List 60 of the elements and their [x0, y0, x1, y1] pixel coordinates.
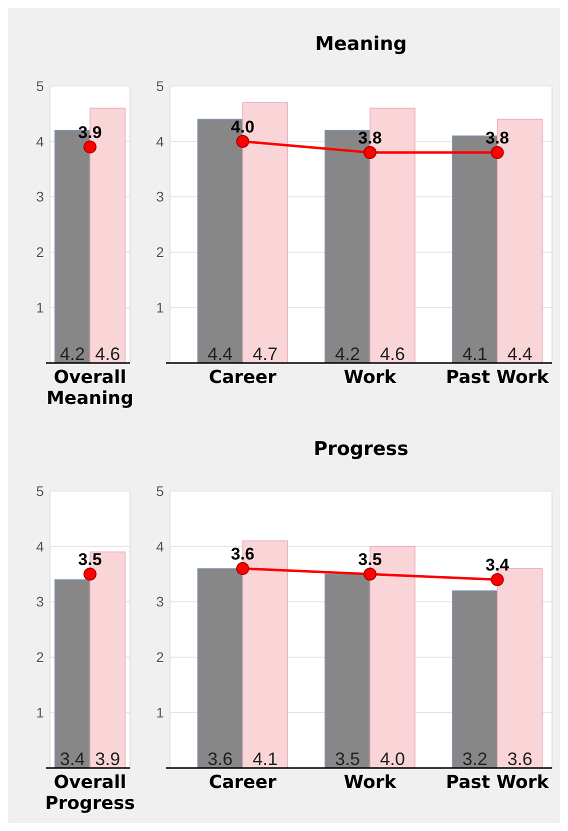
data-label: 4.6 [95, 344, 120, 364]
data-label: 3.6 [507, 749, 532, 769]
data-label: 4.1 [462, 344, 488, 364]
data-label: 3.6 [208, 749, 233, 769]
data-label: 4.4 [507, 344, 532, 364]
y-tick-label: 5 [36, 78, 44, 94]
data-label: 4.2 [60, 344, 85, 364]
x-tick-label: Overall Meaning [46, 367, 134, 409]
data-label: 4.0 [380, 749, 406, 769]
y-tick-label: 1 [156, 704, 164, 720]
y-tick-label: 3 [36, 188, 44, 205]
data-label: 4.7 [252, 344, 278, 364]
point [236, 562, 250, 576]
y-tick-label: 4 [156, 133, 164, 150]
data-label: 4.6 [380, 344, 406, 364]
point [490, 573, 504, 586]
y-tick-label: 1 [36, 300, 44, 316]
x-tick-label: Past Work [446, 367, 550, 388]
y-tick-label: 2 [36, 244, 44, 260]
y-tick-label: 5 [156, 78, 164, 94]
data-label: 3.6 [230, 544, 254, 564]
data-label: 3.4 [60, 749, 85, 769]
point [364, 568, 376, 581]
data-label: 3.9 [95, 749, 120, 769]
bar [324, 574, 370, 768]
y-tick-label: 3 [36, 594, 44, 610]
y-tick-label: 5 [156, 482, 164, 499]
y-tick-label: 3 [156, 594, 164, 610]
data-label: 3.8 [358, 128, 382, 148]
data-label: 3.5 [78, 550, 102, 570]
data-label: 4.4 [208, 344, 233, 364]
y-tick-label: 5 [36, 482, 44, 499]
data-label: 3.8 [486, 128, 510, 148]
y-tick-label: 2 [36, 649, 44, 666]
data-label: 3.5 [358, 550, 382, 570]
y-tick-label: 4 [36, 538, 44, 554]
y-tick-label: 2 [156, 244, 164, 260]
y-tick-label: 3 [156, 188, 164, 205]
data-label: 3.4 [486, 556, 510, 575]
data-label: 3.9 [78, 122, 102, 142]
x-tick-label: Work [344, 367, 398, 388]
x-tick-label: Work [344, 772, 398, 793]
y-tick-label: 4 [36, 133, 44, 150]
y-tick-label: 1 [156, 300, 164, 316]
data-label: 3.2 [462, 749, 488, 769]
bar [452, 590, 498, 768]
x-tick-label: Career [208, 772, 277, 793]
bar [197, 568, 244, 768]
y-tick-label: 1 [36, 704, 44, 720]
y-tick-label: 4 [156, 538, 164, 554]
x-tick-label: Overall Progress [45, 772, 135, 814]
chart-title: Meaning [315, 33, 407, 55]
x-tick-label: Past Work [446, 772, 550, 793]
data-label: 3.5 [334, 749, 360, 769]
data-label: 4.1 [252, 749, 278, 769]
y-tick-label: 2 [156, 649, 164, 666]
chart-title: Progress [314, 438, 408, 460]
x-tick-label: Career [208, 367, 277, 388]
data-label: 4.2 [334, 344, 360, 364]
data-label: 4.0 [230, 117, 254, 136]
